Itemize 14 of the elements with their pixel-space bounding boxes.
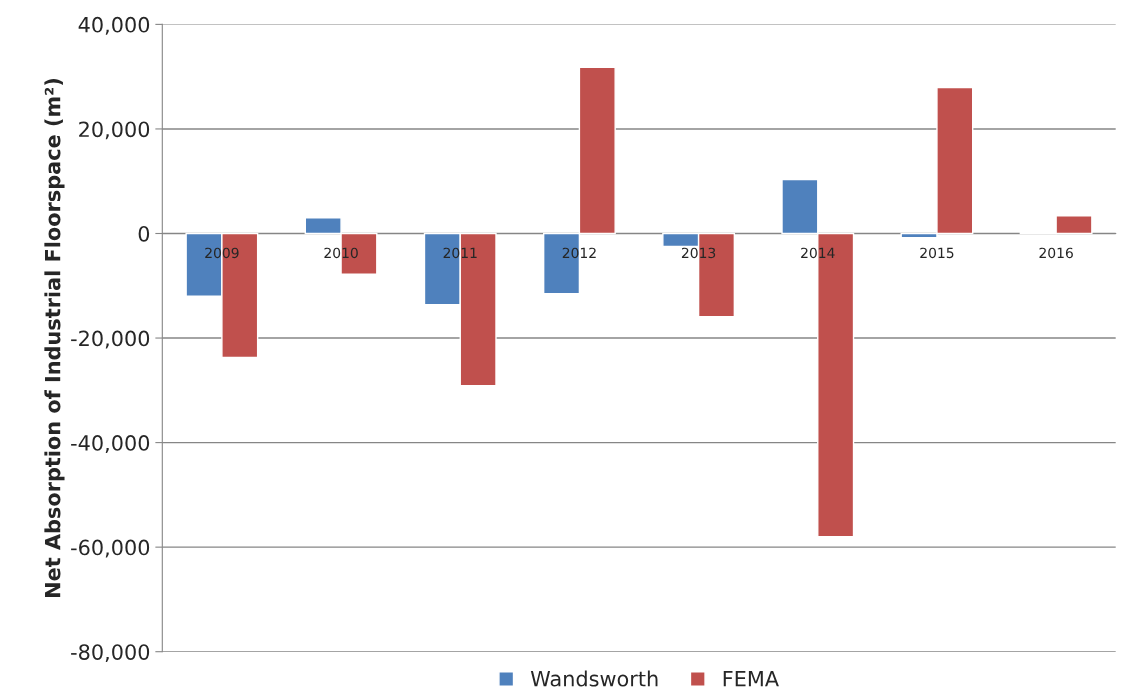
y-tick-label: -60,000 (71, 539, 150, 558)
legend-label: FEMA (723, 671, 779, 687)
y-tick-label: -40,000 (71, 435, 150, 453)
y-tick-label: 40,000 (78, 16, 150, 35)
y-tick-label: -20,000 (71, 330, 150, 349)
x-tick-label: 2016 (1039, 247, 1073, 259)
x-tick-label: 2011 (443, 247, 477, 259)
y-tick-label: 0 (138, 225, 150, 242)
y-tick-label: 20,000 (79, 121, 150, 140)
y-axis-title: Net Absorption of Industrial Floorspace (m²) (44, 79, 65, 597)
y-tick-label: -80,000 (71, 644, 150, 663)
x-tick-label: 2009 (205, 247, 239, 259)
legend-label: Wandsworth (530, 670, 658, 687)
x-tick-label: 2015 (920, 247, 954, 259)
